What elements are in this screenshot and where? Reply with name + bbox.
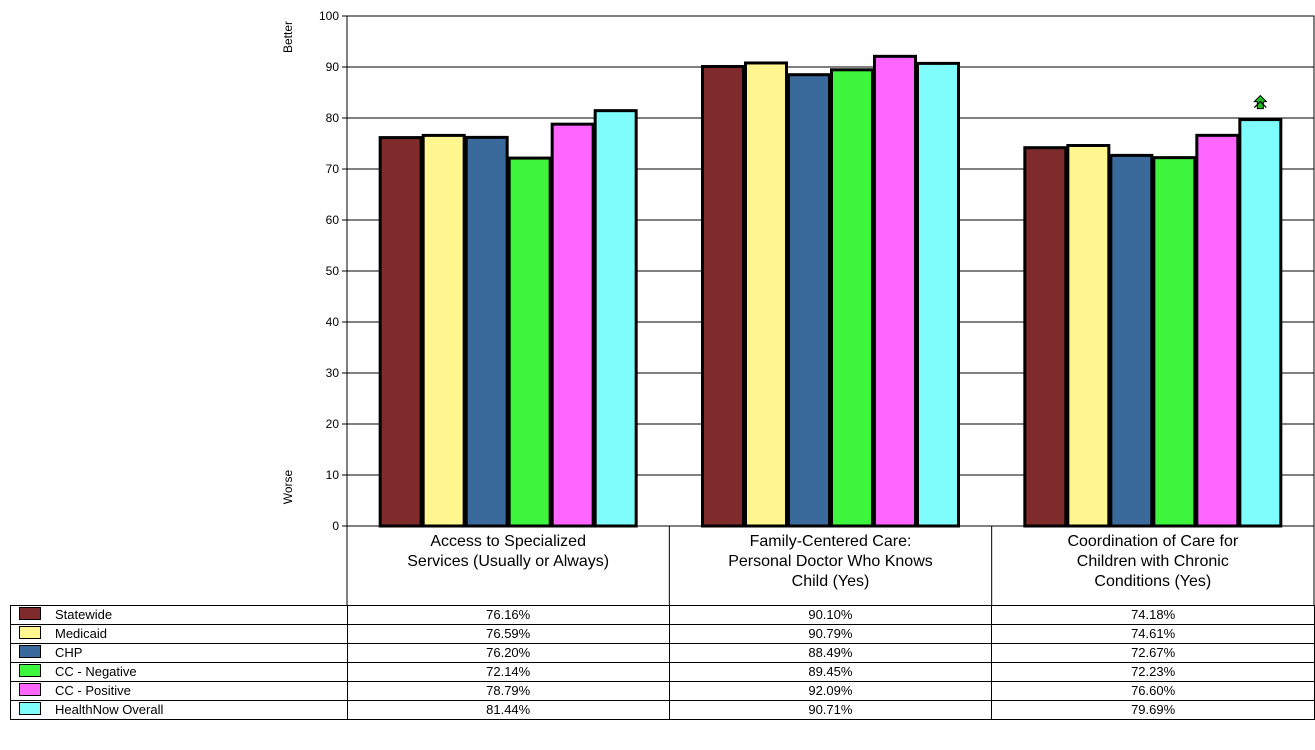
table-cell: 74.18% — [991, 605, 1315, 625]
legend-entry: CC - Positive — [10, 681, 348, 701]
category-label-line: Family-Centered Care: — [749, 533, 912, 550]
legend-entry: CC - Negative — [10, 662, 348, 682]
y-tick-label: 10 — [326, 468, 340, 482]
table-cell: 72.14% — [346, 662, 670, 682]
table-cell: 81.44% — [346, 700, 670, 720]
category-label-1: Access to Specialized Services (Usually o… — [347, 532, 669, 572]
bars — [378, 54, 1283, 528]
category-label-line: Coordination of Care for — [1067, 533, 1239, 550]
table-cell: 76.16% — [346, 605, 670, 625]
category-label-line: Conditions (Yes) — [1094, 573, 1212, 590]
legend-swatch — [19, 702, 41, 715]
category-label-line: Access to Specialized — [430, 533, 586, 550]
bar-chp-3 — [1109, 153, 1154, 528]
legend-label: Medicaid — [55, 626, 108, 641]
bar-chart: 0 10 20 30 40 50 60 70 80 90 100 — [319, 9, 1315, 605]
table-cell: 72.23% — [991, 662, 1315, 682]
bar-chp-1 — [464, 135, 509, 528]
arrow-up-icon — [1253, 94, 1268, 110]
bar-medicaid-1 — [421, 133, 466, 528]
bar-medicaid-2 — [744, 61, 788, 528]
bar-cc-negative-3 — [1152, 156, 1197, 528]
legend-swatch — [19, 664, 41, 677]
bar-statewide-2 — [701, 64, 745, 528]
bar-cc-positive-1 — [550, 122, 595, 528]
legend-label: CC - Negative — [55, 664, 137, 679]
legend-label: HealthNow Overall — [55, 702, 164, 717]
table-cell: 90.71% — [668, 700, 993, 720]
legend-label: CC - Positive — [55, 683, 131, 698]
category-label-line: Personal Doctor Who Knows — [728, 553, 933, 570]
bar-statewide-1 — [378, 136, 423, 528]
table-cell: 76.20% — [346, 643, 670, 663]
table-row: HealthNow Overall 81.44% 90.71% 79.69% — [10, 700, 1315, 720]
legend-entry: HealthNow Overall — [10, 700, 348, 720]
bar-healthnow-overall-2 — [916, 61, 960, 528]
y-tick-label: 30 — [326, 366, 340, 380]
y-axis-better-label: Better — [281, 21, 295, 54]
table-row: Medicaid 76.59% 90.79% 74.61% — [10, 624, 1315, 644]
table-cell: 90.10% — [668, 605, 993, 625]
table-row: Statewide 76.16% 90.10% 74.18% — [10, 605, 1315, 625]
table-cell: 76.59% — [346, 624, 670, 644]
bar-cc-positive-2 — [873, 54, 917, 528]
plot-frame — [346, 15, 1315, 527]
legend-swatch — [19, 645, 41, 658]
table-row: CHP 76.20% 88.49% 72.67% — [10, 643, 1315, 663]
y-tick-label: 40 — [326, 315, 340, 329]
legend-entry: Statewide — [10, 605, 348, 625]
legend-entry: CHP — [10, 643, 348, 663]
y-tick-label: 60 — [326, 213, 340, 227]
annotations — [1253, 94, 1268, 110]
legend-label: CHP — [55, 645, 83, 660]
category-label-line: Children with Chronic — [1076, 553, 1229, 570]
table-row: CC - Negative 72.14% 89.45% 72.23% — [10, 662, 1315, 682]
bar-statewide-3 — [1023, 146, 1068, 528]
table-cell: 89.45% — [668, 662, 993, 682]
bar-healthnow-overall-3 — [1238, 118, 1283, 528]
bar-cc-negative-1 — [507, 156, 552, 528]
y-tick-label: 90 — [326, 60, 340, 74]
table-row: CC - Positive 78.79% 92.09% 76.60% — [10, 681, 1315, 701]
table-cell: 90.79% — [668, 624, 993, 644]
legend-label: Statewide — [55, 607, 113, 622]
y-tick-label: 0 — [332, 519, 339, 533]
data-table: Statewide 76.16% 90.10% 74.18% Medicaid 76.59… — [10, 605, 1315, 720]
legend-swatch — [19, 683, 41, 696]
table-cell: 74.61% — [991, 624, 1315, 644]
y-tick-label: 100 — [319, 9, 339, 23]
bar-cc-negative-2 — [830, 68, 874, 528]
y-tick-label: 80 — [326, 111, 340, 125]
category-label-3: Coordination of Care for Children with Ch… — [992, 532, 1314, 592]
bar-healthnow-overall-1 — [593, 109, 638, 528]
category-label-2: Family-Centered Care: Personal Doctor Who… — [669, 532, 991, 592]
table-cell: 79.69% — [991, 700, 1315, 720]
table-cell: 76.60% — [991, 681, 1315, 701]
y-tick-label: 50 — [326, 264, 340, 278]
bar-chp-2 — [787, 73, 831, 528]
y-axis: 0 10 20 30 40 50 60 70 80 90 100 — [319, 9, 1315, 605]
bar-cc-positive-3 — [1195, 133, 1240, 528]
legend-entry: Medicaid — [10, 624, 348, 644]
category-label-line: Services (Usually or Always) — [407, 553, 610, 570]
table-cell: 92.09% — [668, 681, 993, 701]
category-label-line: Child (Yes) — [791, 573, 870, 590]
table-cell: 78.79% — [346, 681, 670, 701]
y-tick-label: 20 — [326, 417, 340, 431]
y-tick-label: 70 — [326, 162, 340, 176]
y-axis-worse-label: Worse — [281, 469, 295, 505]
bar-medicaid-3 — [1066, 143, 1111, 528]
legend-swatch — [19, 607, 41, 620]
legend-swatch — [19, 626, 41, 639]
table-cell: 88.49% — [668, 643, 993, 663]
table-cell: 72.67% — [991, 643, 1315, 663]
